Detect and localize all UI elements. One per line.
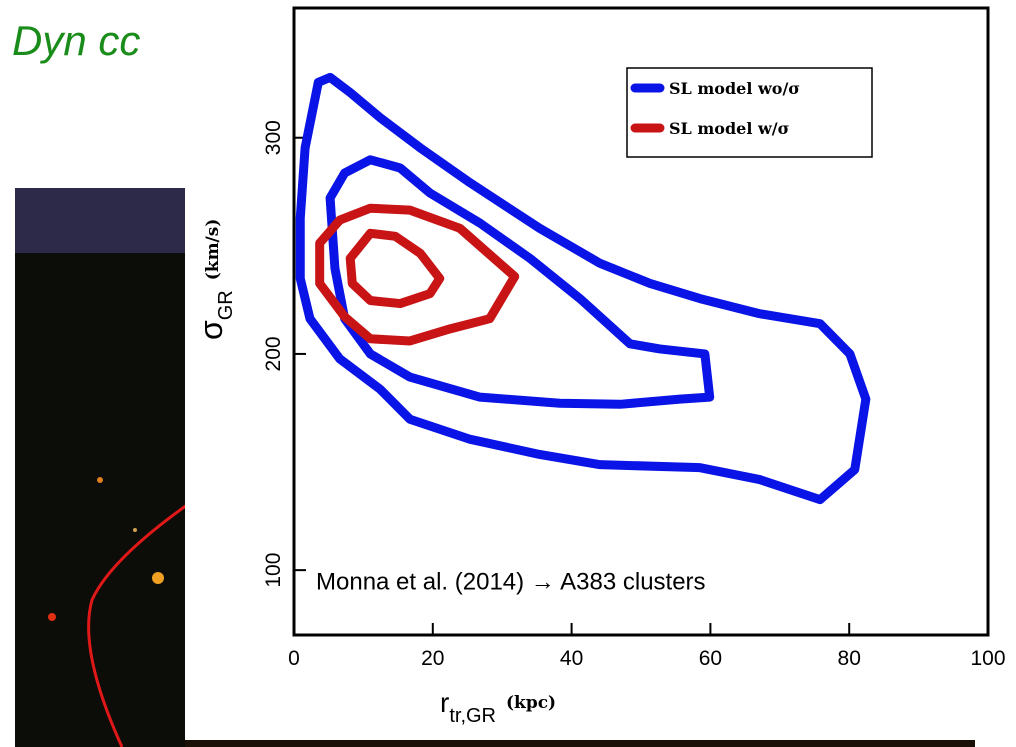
galaxy [48,613,56,621]
galaxy [152,572,164,584]
x-tick-label: 60 [699,647,722,670]
galaxy [133,528,137,532]
y-tick-label: 300 [262,120,285,155]
slide: Dyn cc 0 20 40 60 80 100 100 200 300 SL model wo/… [0,0,1016,747]
y-label-sub: GR [215,290,237,320]
y-tick-label: 200 [262,336,285,371]
page: Dyn cc 0 20 40 60 80 100 100 200 300 SL model wo/… [0,0,1016,747]
x-label-unit: (kpc) [506,693,556,713]
slide-title: Dyn cc [12,17,140,64]
y-label-unit: (km/s) [203,219,223,281]
x-tick-label: 40 [560,647,583,670]
x-tick-label: 0 [288,647,300,670]
chart-panel [185,0,1000,740]
cluster-image [15,253,187,747]
x-label-sub: tr,GR [449,705,496,727]
galaxy [97,477,103,483]
legend-label: SL model wo/σ [669,79,800,98]
annotation: Monna et al. (2014) → A383 clusters [316,568,706,595]
y-tick-label: 100 [262,553,285,588]
x-label-main: r [440,687,449,718]
image-strip [15,188,187,253]
image-strip [185,740,975,747]
x-tick-label: 20 [421,647,444,670]
x-tick-label: 80 [838,647,861,670]
y-label-main: σ [193,320,229,340]
x-tick-label: 100 [970,647,1005,670]
legend-label: SL model w/σ [669,119,789,138]
